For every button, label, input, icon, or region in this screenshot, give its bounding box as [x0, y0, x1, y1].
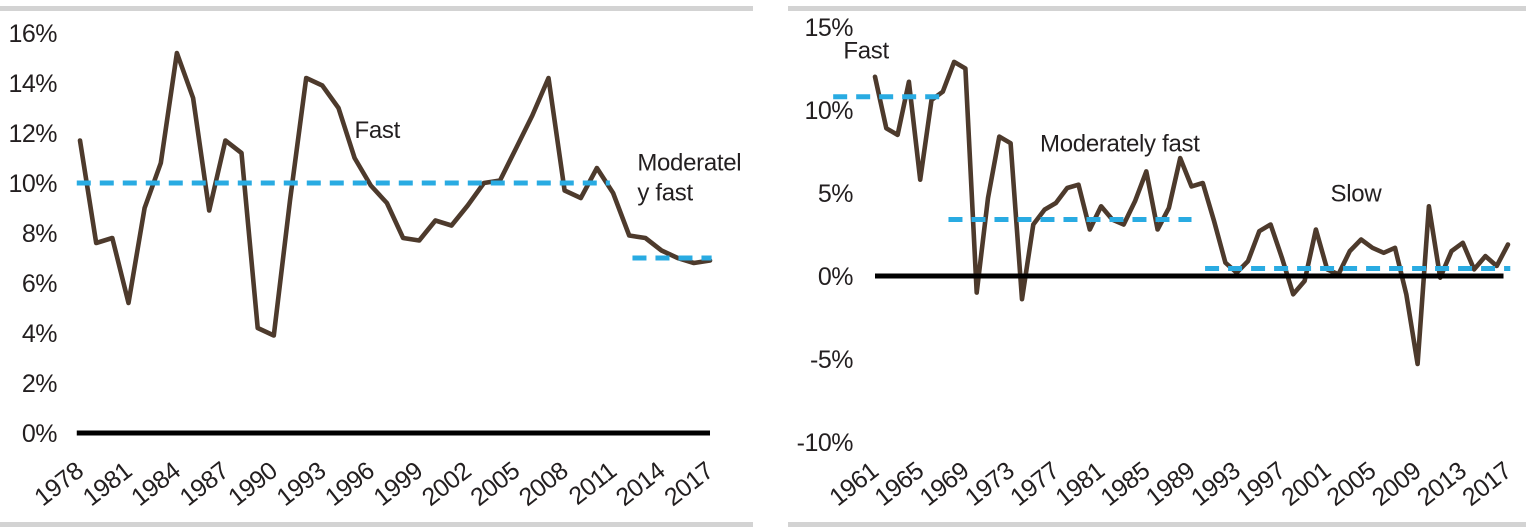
- y-tick-label: 5%: [818, 180, 853, 208]
- y-tick-label: 8%: [22, 220, 57, 248]
- x-tick-label: 1985: [1095, 457, 1154, 512]
- bottom-rule: [788, 522, 1526, 527]
- x-tick-label: 2001: [1276, 457, 1335, 512]
- x-tick-label: 1993: [272, 457, 331, 512]
- annotations: Fast Moderately fast Slow: [843, 38, 1382, 208]
- x-tick-label: 1997: [1231, 457, 1290, 512]
- y-tick-label: 12%: [8, 120, 57, 148]
- x-tick-label: 1981: [78, 457, 137, 512]
- gdp-growth-line: [77, 50, 713, 338]
- top-rule: [788, 6, 1526, 11]
- y-tick-label: 10%: [804, 97, 853, 125]
- y-tick-label: 0%: [22, 420, 57, 448]
- bottom-rule: [0, 522, 753, 527]
- y-tick-label: 0%: [818, 263, 853, 291]
- top-rule: [0, 6, 753, 11]
- divider-rules: [788, 6, 1526, 527]
- x-tick-label: 1987: [175, 457, 234, 512]
- x-tick-label: 1999: [368, 457, 427, 512]
- y-tick-label: 10%: [8, 170, 57, 198]
- y-tick-label: 6%: [22, 270, 57, 298]
- x-tick-label: 2014: [611, 456, 671, 511]
- x-axis-labels: 1978198119841987199019931996199920022005…: [29, 456, 719, 511]
- x-tick-label: 1978: [29, 457, 88, 512]
- data-series: [77, 50, 713, 338]
- x-tick-label: 1989: [1141, 457, 1200, 512]
- moderately-fast-label: Moderately fast: [1040, 131, 1200, 158]
- x-tick-label: 2002: [417, 457, 476, 512]
- y-tick-label: 15%: [804, 14, 853, 42]
- x-tick-label: 2005: [1322, 457, 1381, 512]
- x-tick-label: 1981: [1050, 457, 1109, 512]
- y-tick-label: 2%: [22, 370, 57, 398]
- slow-label: Slow: [1331, 180, 1383, 207]
- x-tick-label: 1977: [1005, 457, 1064, 512]
- trend-lines: [833, 94, 1511, 272]
- trend-lines: [76, 180, 712, 261]
- data-series: [872, 59, 1511, 367]
- x-tick-label: 1984: [126, 456, 186, 511]
- y-tick-label: 16%: [8, 20, 57, 48]
- fast-label: Fast: [843, 38, 889, 65]
- divider-rules: [0, 6, 753, 527]
- y-tick-label: 4%: [22, 320, 57, 348]
- y-axis-labels: 16% 14% 12% 10% 8% 6% 4% 2% 0%: [8, 20, 57, 448]
- y-tick-label: 14%: [8, 70, 57, 98]
- annotations: Fast Moderatel y fast: [354, 117, 741, 207]
- x-tick-label: 2017: [1457, 457, 1516, 512]
- gdp-growth-line: [872, 59, 1511, 367]
- x-tick-label: 1965: [869, 457, 928, 512]
- x-tick-label: 2009: [1367, 457, 1426, 512]
- y-tick-label: -10%: [797, 429, 854, 457]
- x-tick-label: 2017: [659, 457, 718, 512]
- gdp-growth-chart-left: 16%14%12%10%8%6%4%2%0%197819811984198719…: [0, 6, 753, 527]
- x-tick-label: 1996: [320, 457, 379, 512]
- y-axis-labels: 15% 10% 5% 0% -5% -10%: [797, 14, 854, 457]
- x-tick-label: 2013: [1412, 457, 1471, 512]
- x-tick-label: 2008: [514, 457, 573, 512]
- x-tick-label: 2011: [564, 457, 622, 511]
- x-tick-label: 1973: [960, 457, 1019, 512]
- x-axis-labels: 1961196519691973197719811985198919931997…: [824, 457, 1517, 512]
- x-tick-label: 1961: [824, 457, 883, 512]
- x-tick-label: 2005: [465, 457, 524, 512]
- x-tick-label: 1990: [223, 457, 282, 512]
- y-tick-label: -5%: [810, 346, 853, 374]
- x-tick-label: 1993: [1186, 457, 1245, 512]
- x-tick-label: 1969: [915, 457, 974, 512]
- fast-label: Fast: [354, 117, 400, 144]
- gdp-growth-chart-right: 15%10%5%0%-5%-10%19611965196919731977198…: [788, 6, 1526, 527]
